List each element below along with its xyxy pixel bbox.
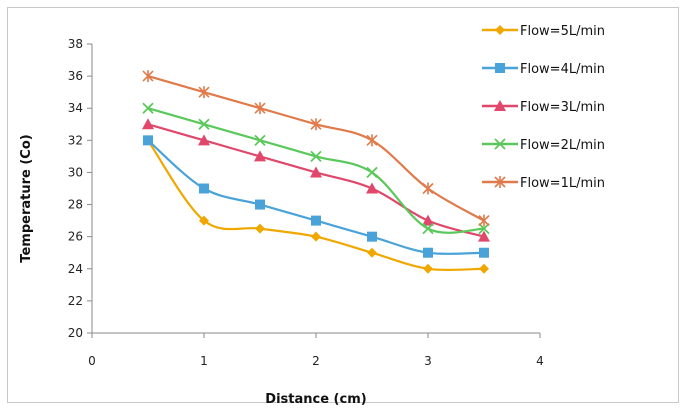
data-point bbox=[422, 182, 434, 195]
legend-item: Flow=2L/min bbox=[482, 138, 605, 153]
legend-item: Flow=4L/min bbox=[482, 62, 605, 77]
data-point bbox=[254, 134, 266, 146]
data-point bbox=[310, 150, 322, 163]
y-tick-label: 36 bbox=[68, 69, 83, 83]
data-point bbox=[255, 223, 265, 234]
data-point bbox=[479, 263, 489, 274]
y-tick-label: 30 bbox=[68, 165, 83, 179]
data-point bbox=[311, 231, 321, 242]
legend-label: Flow=3L/min bbox=[520, 100, 605, 115]
data-point bbox=[367, 231, 377, 242]
y-tick-label: 20 bbox=[68, 326, 83, 340]
data-point bbox=[142, 70, 154, 83]
legend-label: Flow=4L/min bbox=[520, 62, 605, 77]
data-point bbox=[198, 118, 210, 130]
legend-marker bbox=[494, 138, 506, 150]
data-point bbox=[311, 215, 321, 226]
x-tick-label: 3 bbox=[424, 354, 432, 368]
series-1 bbox=[143, 135, 489, 274]
legend-item: Flow=3L/min bbox=[482, 100, 605, 115]
data-point bbox=[422, 223, 434, 235]
chart-border bbox=[7, 7, 679, 403]
y-tick-label: 34 bbox=[68, 101, 83, 115]
y-tick-label: 24 bbox=[68, 262, 83, 276]
data-point bbox=[255, 199, 265, 210]
x-tick-label: 0 bbox=[88, 354, 96, 368]
data-point bbox=[367, 247, 377, 258]
data-point bbox=[423, 247, 433, 258]
data-point bbox=[366, 166, 378, 179]
data-point bbox=[479, 247, 489, 258]
data-point bbox=[310, 166, 322, 178]
y-tick-label: 26 bbox=[68, 230, 83, 244]
data-point bbox=[366, 182, 378, 194]
series-2 bbox=[143, 135, 489, 258]
legend-marker bbox=[494, 100, 506, 111]
data-point bbox=[478, 214, 490, 227]
legend-item: Flow=1L/min bbox=[482, 176, 605, 191]
data-point bbox=[423, 263, 433, 274]
legend-marker bbox=[495, 25, 505, 35]
y-tick-label: 28 bbox=[68, 198, 83, 212]
x-tick-label: 4 bbox=[536, 354, 544, 368]
x-axis-title: Distance (cm) bbox=[265, 392, 366, 407]
legend: Flow=5L/min Flow=4L/min Flow=3L/min Flow=2L… bbox=[482, 24, 605, 191]
y-tick-label: 38 bbox=[68, 37, 83, 51]
legend-label: Flow=2L/min bbox=[520, 138, 605, 153]
y-axis-title: Temperature (Co) bbox=[19, 134, 34, 262]
data-point bbox=[199, 215, 209, 226]
y-tick-label: 32 bbox=[68, 133, 83, 147]
data-point bbox=[142, 118, 154, 130]
data-point bbox=[198, 86, 210, 99]
data-point bbox=[199, 183, 209, 194]
series-line bbox=[147, 139, 485, 272]
data-point bbox=[254, 150, 266, 162]
legend-item: Flow=5L/min bbox=[482, 24, 605, 39]
y-tick-label: 22 bbox=[68, 294, 83, 308]
legend-marker bbox=[494, 176, 506, 188]
legend-marker bbox=[495, 63, 505, 73]
data-point bbox=[310, 118, 322, 131]
data-point bbox=[478, 230, 490, 242]
data-point bbox=[142, 102, 154, 114]
x-tick-label: 2 bbox=[312, 354, 320, 368]
data-point bbox=[478, 223, 490, 235]
series-line bbox=[147, 75, 485, 222]
series-5 bbox=[142, 70, 490, 227]
data-point bbox=[254, 102, 266, 115]
series-3 bbox=[142, 118, 490, 242]
series-layer bbox=[142, 70, 490, 274]
data-point bbox=[143, 135, 153, 146]
x-tick-label: 1 bbox=[200, 354, 208, 368]
data-point bbox=[366, 134, 378, 147]
legend-label: Flow=1L/min bbox=[520, 176, 605, 191]
legend-label: Flow=5L/min bbox=[520, 24, 605, 39]
data-point bbox=[198, 134, 210, 146]
series-4 bbox=[142, 102, 490, 235]
data-point bbox=[422, 214, 434, 226]
